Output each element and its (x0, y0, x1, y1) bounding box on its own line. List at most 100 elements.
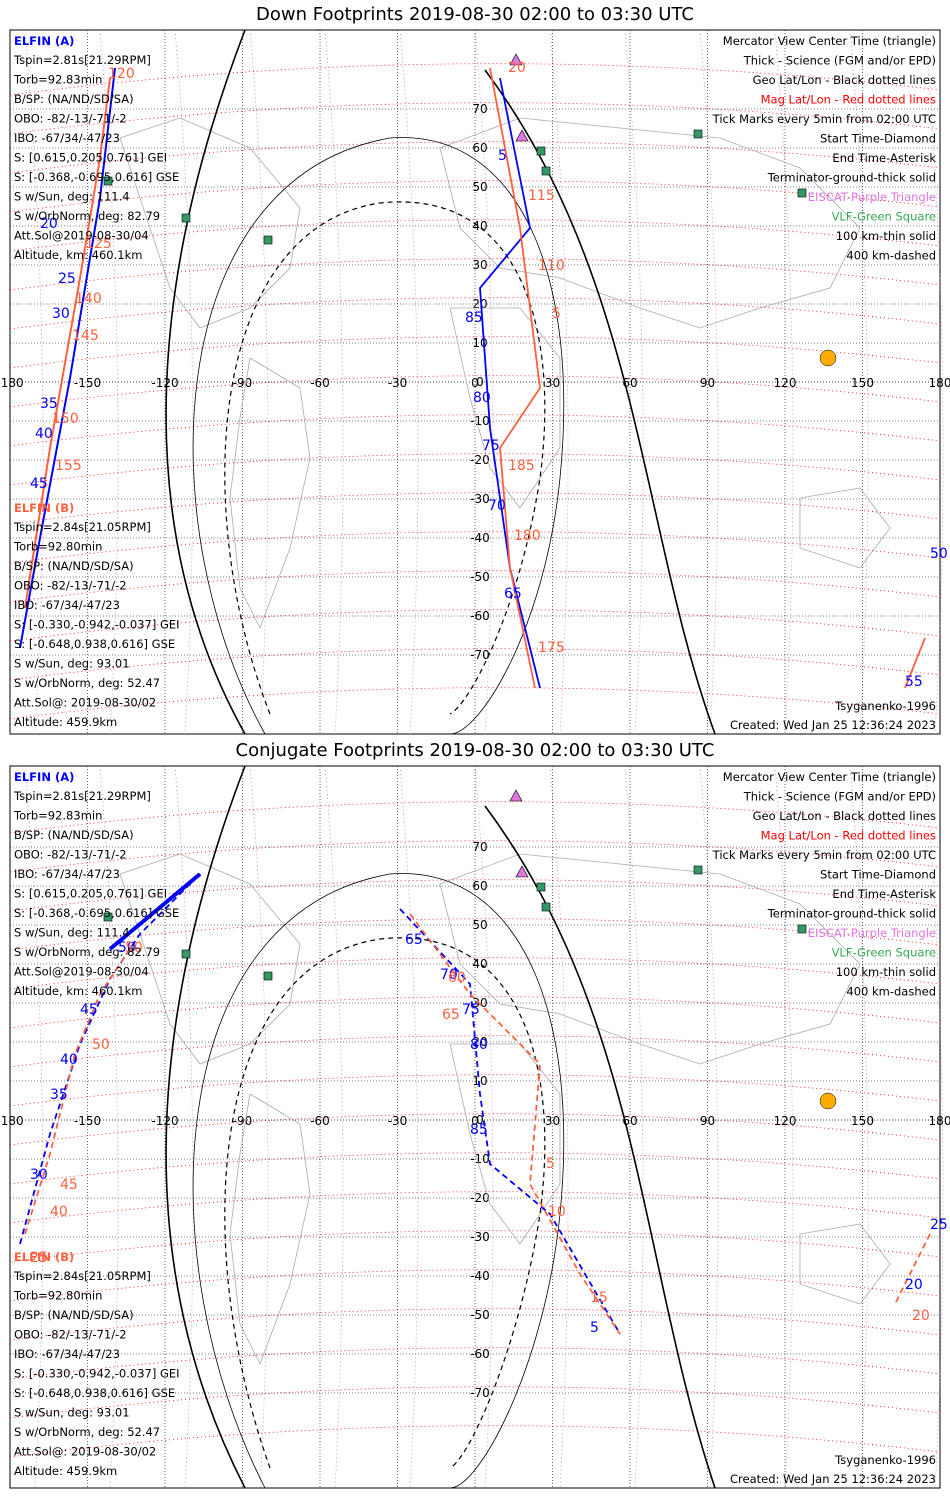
lon-tick-label: 180 (929, 1114, 950, 1128)
legend-item: EISCAT-Purple Triangle (808, 926, 936, 940)
lon-tick-label: -150 (74, 376, 101, 390)
legend-item: Thick - Science (FGM and/or EPD) (743, 54, 936, 68)
mag-lat-line (9, 840, 941, 873)
lon-tick-label: 90 (700, 1114, 715, 1128)
lon-tick-label: 150 (851, 1114, 874, 1128)
elfin-a-info-line: Altitude, km: 460.1km (14, 984, 142, 998)
continent-outline (119, 853, 301, 1065)
elfin-b-tick-label: 185 (508, 458, 535, 474)
elfin-a-title: ELFIN (A) (14, 770, 74, 784)
legend-item: End Time-Asterisk (832, 887, 936, 901)
elfin-a-tick-label: 5 (590, 1320, 599, 1336)
elfin-a-tick-label: 5 (498, 148, 507, 164)
mag-lon-line (849, 29, 869, 735)
mag-lat-line (9, 297, 941, 330)
elfin-b-tick-label: 25 (30, 1250, 48, 1266)
mag-lon-line (474, 765, 494, 1489)
elfin-b-info-line: Att.Sol@: 2019-08-30/02 (14, 696, 156, 710)
mag-lat-line (9, 375, 941, 408)
elfin-a-tick-label: 80 (473, 390, 491, 406)
elfin-a-tick-label: 45 (80, 1002, 98, 1018)
lon-tick-label: 0 (471, 376, 479, 390)
elfin-a-tick-label: 65 (405, 932, 423, 948)
elfin-b-title: ELFIN (B) (14, 501, 74, 515)
lat-tick-label: 0 (476, 375, 484, 389)
elfin-a-tick-label: 85 (470, 1122, 488, 1138)
lat-tick-label: 70 (472, 840, 487, 854)
legend-item: 400 km-dashed (846, 249, 936, 263)
mag-lat-line (9, 102, 941, 135)
eiscat-triangle-marker (509, 53, 523, 66)
elfin-b-info-line: S w/Sun, deg: 93.01 (14, 1406, 130, 1420)
elfin-b-info-line: S w/Sun, deg: 93.01 (14, 657, 130, 671)
elfin-a-tick-label: 30 (52, 306, 70, 322)
elfin-a-tick-label: 85 (465, 310, 483, 326)
elfin-b-track-west (24, 948, 131, 1235)
sun-icon (819, 1092, 837, 1110)
legend-item: VLF-Green Square (832, 946, 936, 960)
elfin-b-tick-label: 65 (442, 1007, 460, 1023)
mag-lat-line (9, 1230, 941, 1263)
terminator-left (165, 29, 246, 735)
mag-lat-line (9, 1386, 941, 1419)
lat-tick-label: -30 (470, 1230, 490, 1244)
lat-tick-label: -40 (470, 531, 490, 545)
elfin-b-tick-label: 120 (108, 66, 135, 82)
elfin-a-info-line: Torb=92.83min (13, 73, 102, 87)
lat-tick-label: 50 (472, 180, 487, 194)
mag-lon-line (24, 29, 44, 735)
legend-item: Geo Lat/Lon - Black dotted lines (753, 809, 936, 823)
mag-lat-line (9, 996, 941, 1029)
elfin-b-tick-label: 15 (590, 1290, 608, 1306)
elfin-b-tick-label: 155 (55, 458, 82, 474)
lat-tick-label: -20 (470, 453, 490, 467)
mag-lon-line (174, 29, 194, 735)
mag-lat-line (9, 1074, 941, 1107)
mag-lon-line (774, 29, 794, 735)
lon-tick-label: -60 (310, 1114, 330, 1128)
mag-lat-line (9, 570, 941, 603)
vlf-square-marker (103, 912, 113, 922)
mag-lat-line (9, 219, 941, 252)
elfin-b-info-line: Torb=92.80min (13, 1289, 102, 1303)
elfin-b-track-west (24, 77, 111, 609)
continent-outline (439, 853, 861, 1065)
mag-lat-line (9, 453, 941, 486)
elfin-a-info-line: OBO: -82/-13/-71/-2 (14, 112, 127, 126)
lon-tick-label: 30 (545, 376, 560, 390)
elfin-a-tick-label: 75 (462, 1002, 480, 1018)
terminator-right (484, 805, 716, 1489)
continent-outline (439, 117, 861, 329)
mag-lon-line (549, 765, 569, 1489)
legend-item: Mag Lat/Lon - Red dotted lines (761, 829, 936, 843)
elfin-b-info-line: S: [-0.330,-0.942,-0.037] GEI (14, 1367, 180, 1381)
elfin-a-tick-label: 65 (504, 586, 522, 602)
mag-lat-line (9, 1347, 941, 1380)
legend-item: Start Time-Diamond (820, 132, 936, 146)
continent-outline (799, 487, 891, 569)
elfin-b-info-line: S: [-0.648,0.938,0.616] GSE (14, 1386, 175, 1400)
mag-lat-line (9, 1035, 941, 1068)
mag-lat-line (9, 336, 941, 369)
elfin-b-info-line: Altitude: 459.9km (14, 715, 117, 729)
elfin-a-tick-label: 50 (118, 940, 136, 956)
vlf-square-marker (536, 882, 546, 892)
down-footprints-map: -180 -150 -120 -90 -60 -30 0 30 60 90 120 150 180 70 6… (0, 29, 950, 735)
elfin-a-track-west (19, 873, 201, 1245)
elfin-a-tick-label: 25 (58, 271, 76, 287)
mag-lat-line (9, 648, 941, 681)
elfin-b-info-line: S w/OrbNorm, deg: 52.47 (14, 1425, 160, 1439)
lat-tick-label: 10 (472, 336, 487, 350)
elfin-b-tick-label: 50 (92, 1037, 110, 1053)
elfin-b-track-far (894, 1233, 931, 1305)
mag-lat-line (9, 1425, 941, 1458)
mag-lon-line (399, 765, 419, 1489)
mag-lat-line (9, 492, 941, 525)
elfin-a-info-line: B/SP: (NA/ND/SD/SA) (14, 828, 134, 842)
eiscat-triangle-marker (509, 789, 523, 802)
elfin-a-info-line: Torb=92.83min (13, 809, 102, 823)
vlf-square-marker (263, 235, 273, 245)
elfin-a-tick-label: 80 (470, 1037, 488, 1053)
lat-tick-label: 70 (472, 102, 487, 116)
legend-item: Mag Lat/Lon - Red dotted lines (761, 93, 936, 107)
